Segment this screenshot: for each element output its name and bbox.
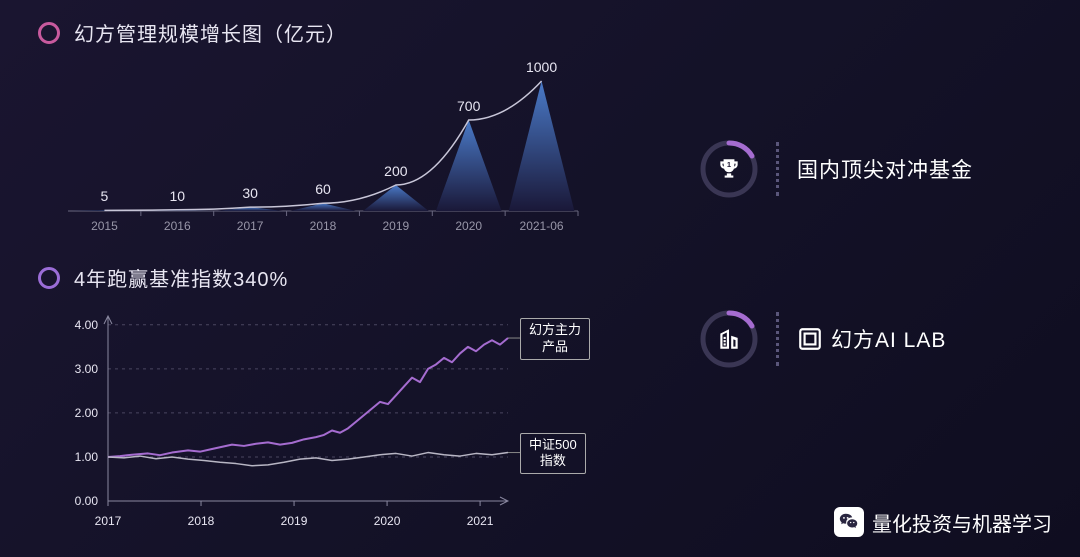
- aum-x-label: 2019: [382, 219, 409, 233]
- section2-title-text: 4年跑赢基准指数340%: [74, 263, 288, 292]
- trophy-badge: 1: [700, 140, 758, 198]
- aum-value-label: 10: [169, 188, 185, 204]
- perf-ytick: 0.00: [58, 494, 98, 508]
- badge-hedge-fund: 1 国内顶尖对冲基金: [700, 140, 973, 198]
- section1-title: 幻方管理规模增长图（亿元）: [38, 18, 618, 47]
- wechat-icon: [834, 507, 864, 537]
- section2-bullet-icon: [38, 267, 60, 289]
- aum-x-label: 2018: [310, 219, 337, 233]
- aum-value-label: 1000: [526, 59, 557, 75]
- performance-chart: 0.00 1.00 2.00 3.00 4.00 2017 2018 2019 2020 2021…: [48, 306, 608, 526]
- badge2-label: 幻方AI LAB: [831, 324, 946, 354]
- aum-x-label: 2015: [91, 219, 118, 233]
- badge2-text: 幻方AI LAB: [797, 324, 946, 354]
- series-label: 中证500指数: [520, 433, 586, 475]
- aum-value-label: 5: [101, 188, 109, 204]
- section2-title: 4年跑赢基准指数340%: [38, 263, 618, 292]
- perf-xtick: 2018: [188, 514, 215, 528]
- aum-value-label: 200: [384, 163, 407, 179]
- series-label: 幻方主力产品: [520, 318, 590, 360]
- aum-chart-svg: [58, 61, 588, 241]
- perf-xtick: 2019: [281, 514, 308, 528]
- divider: [776, 142, 779, 196]
- perf-ytick: 2.00: [58, 406, 98, 420]
- logo-icon: [797, 326, 823, 352]
- aum-x-label: 2020: [455, 219, 482, 233]
- perf-xtick: 2021: [467, 514, 494, 528]
- aum-x-label: 2016: [164, 219, 191, 233]
- divider: [776, 312, 779, 366]
- building-badge: [700, 310, 758, 368]
- watermark: 量化投资与机器学习: [834, 507, 1052, 537]
- badge-ring-icon: [700, 140, 758, 198]
- watermark-text: 量化投资与机器学习: [872, 508, 1052, 537]
- section1-bullet-icon: [38, 22, 60, 44]
- perf-xtick: 2017: [95, 514, 122, 528]
- badge-ring-icon: [700, 310, 758, 368]
- perf-ytick: 1.00: [58, 450, 98, 464]
- aum-x-label: 2017: [237, 219, 264, 233]
- aum-value-label: 700: [457, 98, 480, 114]
- aum-value-label: 30: [242, 185, 258, 201]
- perf-ytick: 4.00: [58, 318, 98, 332]
- aum-x-label: 2021-06: [520, 219, 564, 233]
- section1-title-text: 幻方管理规模增长图（亿元）: [74, 18, 347, 47]
- badge-ai-lab: 幻方AI LAB: [700, 310, 946, 368]
- perf-ytick: 3.00: [58, 362, 98, 376]
- aum-value-label: 60: [315, 181, 331, 197]
- aum-chart: 5 2015 10 2016 30 2017 60 2018 200 2019 700 2020 100…: [58, 61, 588, 241]
- perf-xtick: 2020: [374, 514, 401, 528]
- badge1-text: 国内顶尖对冲基金: [797, 154, 973, 184]
